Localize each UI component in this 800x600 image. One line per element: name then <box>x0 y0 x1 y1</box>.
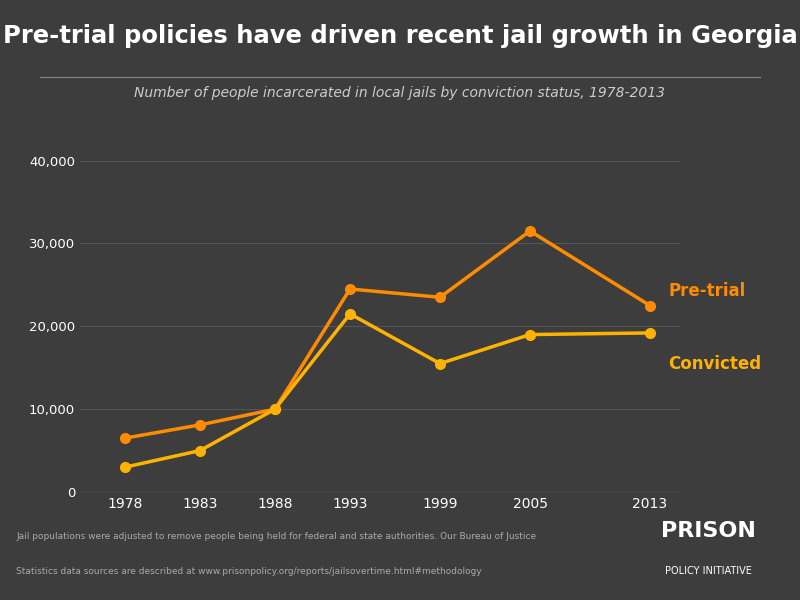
Text: Pre-trial policies have driven recent jail growth in Georgia: Pre-trial policies have driven recent ja… <box>2 24 798 48</box>
Text: Convicted: Convicted <box>668 355 761 373</box>
Text: Statistics data sources are described at www.prisonpolicy.org/reports/jailsovert: Statistics data sources are described at… <box>16 567 482 576</box>
Text: PRISON: PRISON <box>661 521 755 541</box>
Text: Number of people incarcerated in local jails by conviction status, 1978-2013: Number of people incarcerated in local j… <box>134 86 666 100</box>
Text: Jail populations were adjusted to remove people being held for federal and state: Jail populations were adjusted to remove… <box>16 532 536 541</box>
Text: POLICY INITIATIVE: POLICY INITIATIVE <box>665 566 751 577</box>
Text: Pre-trial: Pre-trial <box>668 281 746 299</box>
